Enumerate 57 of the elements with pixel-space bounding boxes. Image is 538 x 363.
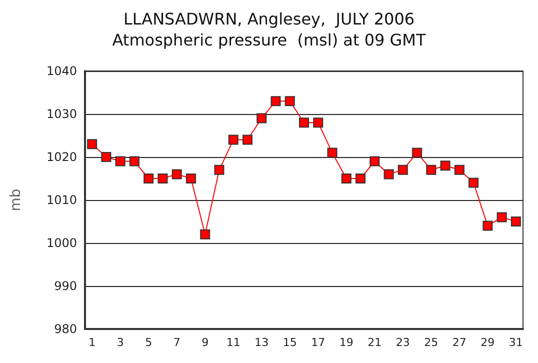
- x-tick-label: 13: [254, 336, 269, 349]
- point: [468, 178, 479, 188]
- y-tick-label: 1010: [46, 193, 77, 207]
- x-tick-label: 11: [226, 336, 240, 349]
- point: [440, 160, 450, 171]
- point: [200, 229, 210, 240]
- y-tick-label: 1000: [46, 236, 77, 250]
- point: [341, 174, 352, 184]
- x-tick-label: 19: [339, 336, 354, 349]
- point: [356, 174, 366, 184]
- point: [299, 118, 309, 128]
- point: [327, 148, 338, 158]
- point: [384, 169, 394, 180]
- point: [172, 169, 182, 180]
- x-tick-label: 7: [173, 336, 180, 349]
- point: [242, 134, 252, 145]
- y-tick-label: 980: [54, 322, 77, 336]
- chart-title: LLANSADWRN, Anglesey, JULY 2006: [123, 10, 415, 28]
- point: [144, 174, 154, 184]
- point: [129, 156, 140, 166]
- x-tick-label: 15: [282, 336, 297, 349]
- point: [214, 164, 224, 175]
- x-tick-label: 23: [396, 336, 410, 349]
- y-tick-label: 1040: [46, 64, 77, 78]
- x-tick-label: 25: [424, 336, 438, 349]
- point: [158, 174, 168, 184]
- x-tick-label: 1: [88, 336, 96, 349]
- y-tick-label: 1020: [46, 150, 77, 164]
- y-tick-label: 1030: [46, 107, 77, 121]
- point: [398, 164, 408, 175]
- point: [256, 113, 267, 124]
- point: [482, 220, 493, 231]
- x-tick-label: 9: [202, 336, 209, 349]
- x-tick-label: 5: [145, 336, 152, 349]
- y-tick-label: 990: [54, 279, 77, 293]
- point: [101, 152, 112, 162]
- point: [454, 164, 464, 175]
- x-tick-label: 21: [368, 336, 382, 349]
- chart-subtitle: Atmospheric pressure (msl) at 09 GMT: [112, 30, 426, 50]
- point: [426, 164, 436, 175]
- point: [496, 212, 507, 222]
- point: [412, 148, 422, 158]
- point: [87, 139, 98, 150]
- point: [186, 174, 196, 184]
- point: [270, 96, 281, 106]
- point: [115, 156, 126, 166]
- x-tick-label: 17: [311, 336, 326, 349]
- point: [228, 134, 238, 145]
- x-tick-label: 29: [480, 336, 495, 349]
- point: [284, 96, 295, 106]
- x-tick-label: 27: [452, 336, 466, 349]
- x-tick-label: 3: [116, 336, 124, 349]
- point: [313, 118, 324, 128]
- y-axis-title: mb: [8, 188, 24, 212]
- point: [510, 216, 521, 226]
- point: [370, 156, 380, 166]
- x-tick-label: 31: [508, 336, 523, 349]
